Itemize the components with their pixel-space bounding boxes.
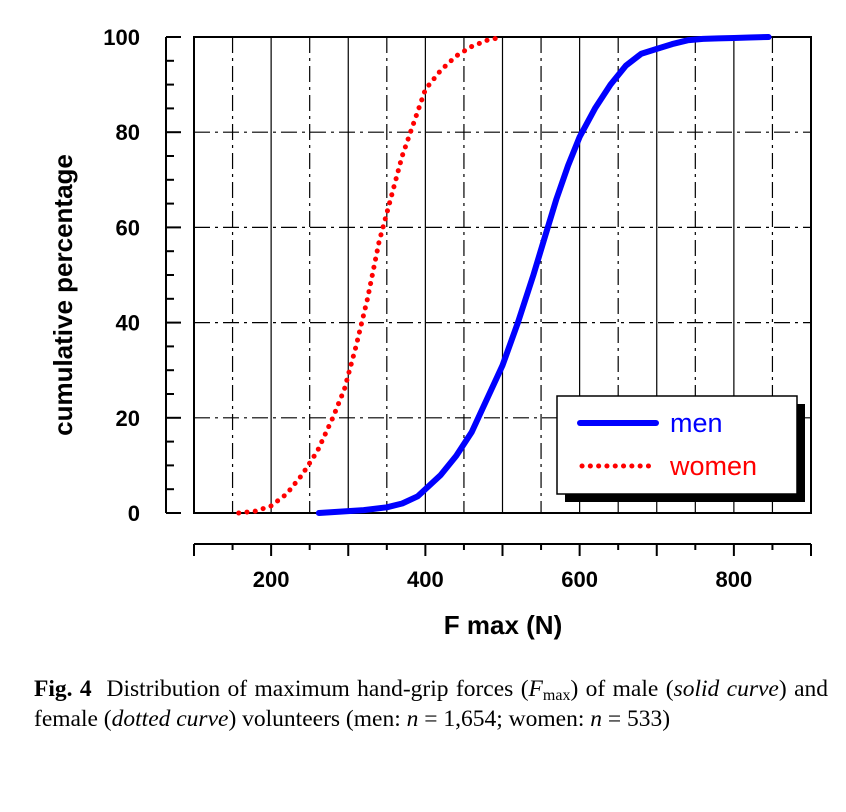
legend-men-label: men: [670, 408, 723, 438]
legend: men women: [556, 395, 805, 502]
caption-text-4: ) volunteers (men:: [228, 706, 407, 732]
f-symbol: F: [528, 676, 543, 702]
legend-women-label: women: [669, 451, 757, 481]
caption-text-1: Distribution of maximum hand-grip forces…: [106, 676, 529, 702]
y-axis-title: cumulative percentage: [48, 154, 78, 436]
x-tick-label-800: 800: [716, 567, 753, 592]
n-symbol-men: n: [406, 706, 419, 732]
y-tick-label-20: 20: [116, 406, 140, 431]
series-line-men: [315, 34, 772, 516]
x-tick-label-400: 400: [407, 567, 444, 592]
legend-box: [556, 395, 798, 495]
x-tick-label-600: 600: [561, 567, 598, 592]
caption-text-2: ) of male (: [570, 676, 674, 702]
n-symbol-women: n: [590, 706, 602, 732]
dotted-curve-term: dotted curve: [111, 706, 229, 732]
solid-curve-term: solid curve: [673, 676, 779, 702]
y-tick-label-40: 40: [116, 311, 140, 336]
y-tick-label-0: 0: [128, 501, 140, 526]
x-tick-label-200: 200: [253, 567, 290, 592]
cumulative-distribution-chart: 0 20 40 60 80 100 200 400 600 800 cumulative per…: [48, 25, 812, 640]
f-subscript: max: [542, 687, 571, 704]
y-axis: 0 20 40 60 80 100: [103, 25, 181, 526]
figure-label: Fig. 4: [34, 676, 92, 702]
data-series: [236, 34, 772, 516]
figure-caption: Fig. 4 Distribution of maximum hand-grip…: [34, 674, 828, 734]
series-line-women: [236, 34, 505, 516]
caption-text-3: ) and female (: [34, 676, 829, 732]
y-tick-label-100: 100: [103, 25, 140, 50]
x-axis: 200 400 600 800: [193, 543, 812, 592]
caption-text-5: = 1,654; women:: [418, 706, 591, 732]
y-tick-label-80: 80: [116, 120, 140, 145]
plot-frame: [193, 36, 812, 514]
x-axis-title: F max (N): [444, 610, 562, 640]
caption-text-6: = 533): [601, 706, 671, 732]
y-tick-label-60: 60: [116, 215, 140, 240]
